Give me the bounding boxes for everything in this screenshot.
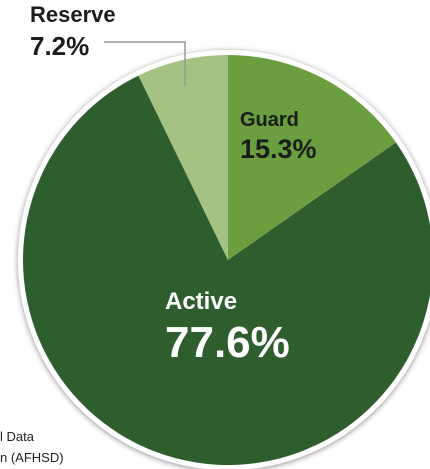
source-note: l Data [0,429,35,444]
slice-value: 7.2% [30,31,89,61]
slice-name: Reserve [30,2,116,27]
pie-slice [228,55,396,260]
leader-line [104,41,186,86]
slice-value: 77.6% [165,318,290,367]
pie-slice [138,55,228,260]
pie-slice [23,75,430,465]
slice-name: Guard [240,109,299,131]
source-note: n (AFHSD) [0,450,64,465]
slice-value: 15.3% [240,134,317,164]
labels: Guard 15.3% Active 77.6% Reserve 7.2% [30,2,317,367]
slices [23,55,430,465]
slice-name: Active [165,288,237,315]
